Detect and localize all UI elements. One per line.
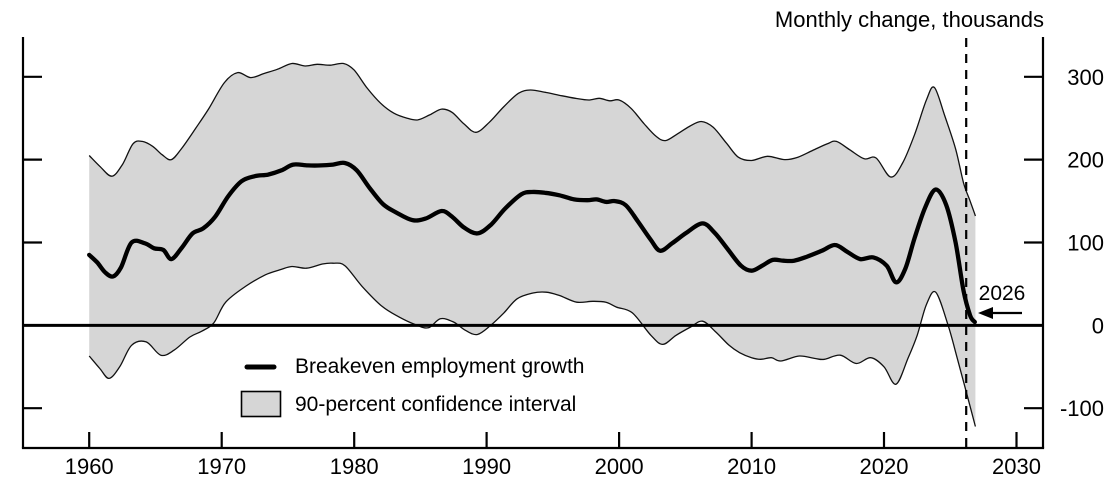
breakeven-line xyxy=(87,160,977,325)
legend-line-label: Breakeven employment growth xyxy=(295,355,584,378)
tick-marks xyxy=(23,75,1043,448)
axis-labels: 300 200 100 0 -100 1960 1970 1980 1990 2000 2010 20… xyxy=(65,65,1104,479)
x-tick-label: 2030 xyxy=(992,454,1041,479)
legend-band-swatch xyxy=(240,390,282,418)
legend-band-label: 90-percent confidence interval xyxy=(295,393,576,416)
chart-title: Monthly change, thousands xyxy=(775,7,1044,32)
confidence-band-lower-edge xyxy=(88,262,977,427)
y-tick-label: 0 xyxy=(1092,313,1104,338)
y-tick-label: 100 xyxy=(1067,231,1104,256)
x-tick-label: 2000 xyxy=(595,454,644,479)
annotation-arrow xyxy=(978,307,1022,319)
arrow-head-icon xyxy=(978,307,993,319)
x-tick-label: 1970 xyxy=(197,454,246,479)
y-tick-label: 200 xyxy=(1067,148,1104,173)
x-tick-label: 2020 xyxy=(860,454,909,479)
y-tick-label: 300 xyxy=(1067,65,1104,90)
x-tick-label: 1980 xyxy=(330,454,379,479)
y-tick-label: -100 xyxy=(1060,396,1104,421)
confidence-band-upper-edge xyxy=(88,62,977,217)
x-tick-label: 2010 xyxy=(727,454,776,479)
x-tick-label: 1990 xyxy=(462,454,511,479)
annotation-2026-label: 2026 xyxy=(979,282,1026,305)
x-tick-label: 1960 xyxy=(65,454,114,479)
legend: Breakeven employment growth 90-percent c… xyxy=(240,355,584,418)
confidence-band-fill xyxy=(89,63,976,427)
